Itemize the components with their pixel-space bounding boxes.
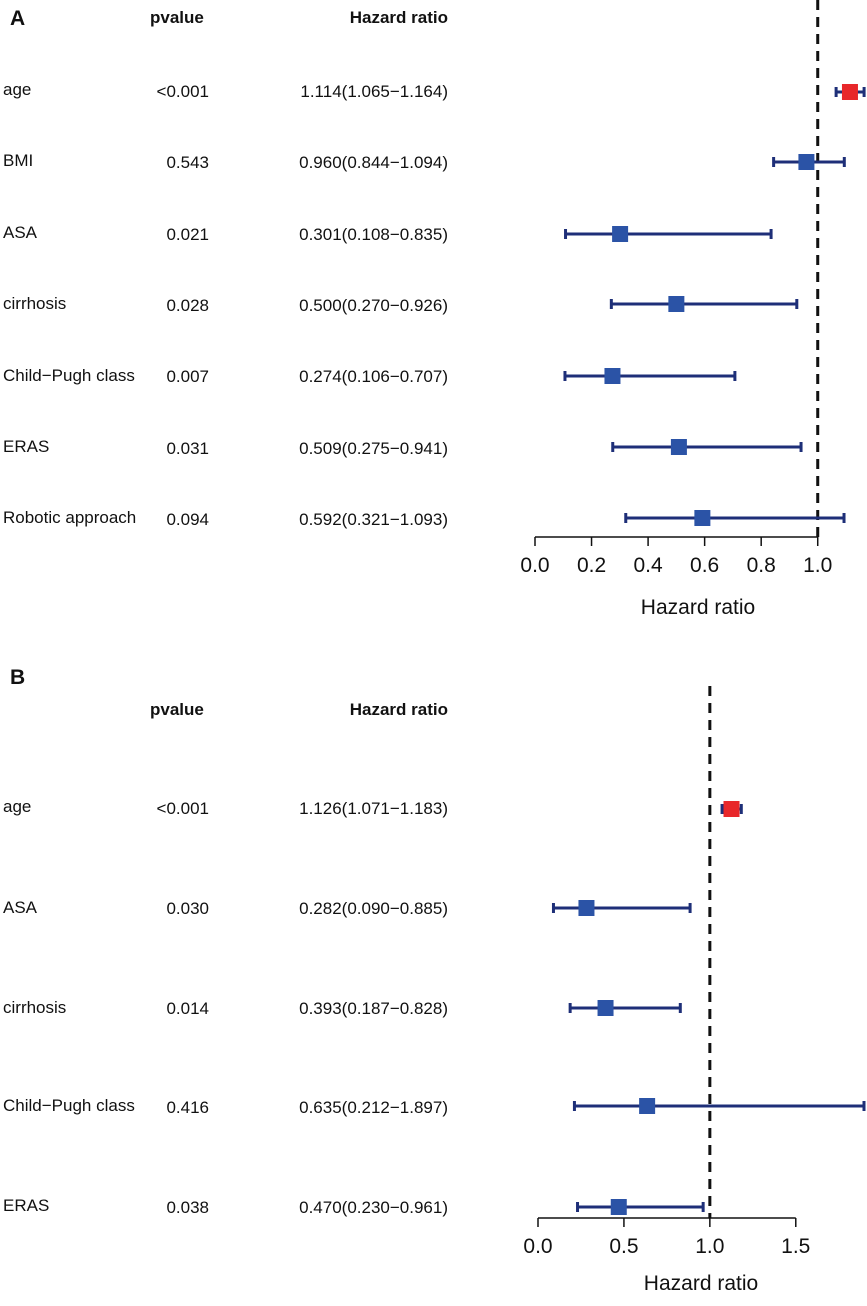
row-label: cirrhosis — [3, 998, 67, 1017]
hr-point — [597, 1000, 614, 1016]
hr-point — [670, 439, 687, 455]
x-tick-label: 0.2 — [577, 554, 606, 577]
x-axis-label: Hazard ratio — [644, 1272, 758, 1295]
row-label: Robotic approach — [3, 508, 137, 527]
row-hazard-ratio: 0.470(0.230−0.961) — [299, 1198, 448, 1217]
row-hazard-ratio: 1.114(1.065−1.164) — [300, 82, 448, 101]
row-hazard-ratio: 0.592(0.321−1.093) — [299, 510, 448, 529]
hr-point — [841, 84, 858, 100]
forest-plot-b: B pvalue Hazard ratio age ASA cirrhosis … — [0, 660, 867, 1306]
x-tick-label: 0.8 — [747, 554, 776, 577]
row-label: ASA — [3, 223, 38, 242]
row-label: age — [3, 80, 32, 99]
pvalue-column-header: pvalue — [150, 700, 204, 719]
hr-point — [610, 1199, 627, 1215]
row-hazard-ratio: 0.301(0.108−0.835) — [299, 225, 448, 244]
row-pvalue: <0.001 — [156, 799, 209, 818]
hr-point — [694, 510, 711, 526]
row-label: Child−Pugh class — [3, 1096, 135, 1115]
hr-point — [612, 226, 629, 242]
row-pvalue: 0.094 — [166, 510, 209, 529]
pvalue-column-header: pvalue — [150, 8, 204, 27]
hr-point — [723, 801, 740, 817]
row-label: ERAS — [3, 1196, 50, 1215]
hr-point — [578, 900, 595, 916]
row-label: ERAS — [3, 437, 50, 456]
row-pvalue: <0.001 — [156, 82, 209, 101]
hazard-ratio-column-header: Hazard ratio — [349, 700, 448, 719]
x-tick-label: 0.0 — [523, 1235, 552, 1258]
row-hazard-ratio: 0.274(0.106−0.707) — [299, 367, 448, 386]
row-pvalue: 0.543 — [166, 153, 209, 172]
row-label: Child−Pugh class — [3, 366, 135, 385]
hazard-ratio-column-header: Hazard ratio — [349, 8, 448, 27]
row-pvalue: 0.030 — [166, 899, 209, 918]
row-hazard-ratio: 0.960(0.844−1.094) — [299, 153, 448, 172]
row-pvalue: 0.007 — [166, 367, 209, 386]
row-pvalue: 0.038 — [166, 1198, 209, 1217]
row-pvalue: 0.028 — [166, 296, 209, 315]
x-axis-label: Hazard ratio — [641, 596, 755, 619]
row-pvalue: 0.416 — [166, 1098, 209, 1117]
row-label: age — [3, 797, 32, 816]
row-hazard-ratio: 0.393(0.187−0.828) — [299, 999, 448, 1018]
x-tick-label: 0.4 — [633, 554, 663, 577]
x-tick-label: 1.0 — [803, 554, 832, 577]
row-hazard-ratio: 0.500(0.270−0.926) — [299, 296, 448, 315]
hr-point — [798, 154, 815, 170]
row-pvalue: 0.031 — [166, 439, 209, 458]
row-hazard-ratio: 0.509(0.275−0.941) — [299, 439, 448, 458]
row-pvalue: 0.014 — [166, 999, 209, 1018]
forest-plot-canvas: 0.0 0.2 0.4 0.6 0.8 1.0 Hazard ratio — [520, 0, 866, 619]
forest-plot-a: A pvalue Hazard ratio age BMI ASA cirrho… — [3, 0, 866, 619]
hr-point — [604, 368, 621, 384]
forest-plot-canvas: 0.0 0.5 1.0 1.5 Hazard ratio — [523, 686, 866, 1295]
hr-point — [639, 1098, 656, 1114]
row-hazard-ratio: 0.635(0.212−1.897) — [299, 1098, 448, 1117]
row-pvalue: 0.021 — [166, 225, 209, 244]
hr-point — [668, 296, 685, 312]
x-tick-label: 0.6 — [690, 554, 719, 577]
x-tick-label: 0.0 — [520, 554, 549, 577]
x-tick-label: 1.0 — [695, 1235, 724, 1258]
row-label: ASA — [3, 898, 38, 917]
row-label: cirrhosis — [3, 294, 67, 313]
row-hazard-ratio: 1.126(1.071−1.183) — [299, 799, 448, 818]
x-tick-label: 0.5 — [609, 1235, 638, 1258]
row-label: BMI — [3, 151, 34, 170]
panel-label: A — [10, 7, 26, 30]
row-hazard-ratio: 0.282(0.090−0.885) — [299, 899, 448, 918]
panel-label: B — [10, 666, 26, 689]
x-tick-label: 1.5 — [781, 1235, 810, 1258]
